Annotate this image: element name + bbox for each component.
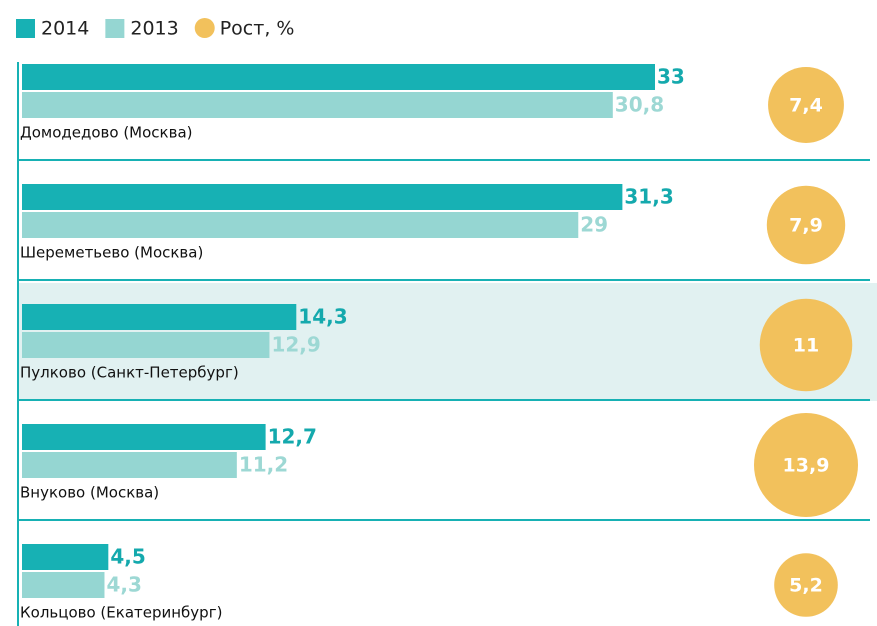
bar (22, 452, 237, 478)
bar (22, 572, 105, 598)
value-label: 4,5 (110, 545, 145, 569)
bubble-label: 13,9 (783, 455, 830, 477)
bubble (774, 553, 838, 617)
category-label: Пулково (Санкт-Петербург) (20, 364, 239, 382)
value-label: 29 (580, 213, 608, 237)
category-label: Внуково (Москва) (20, 484, 159, 502)
legend-label: 2013 (130, 18, 178, 40)
bubble (754, 413, 858, 517)
category-label: Кольцово (Екатеринбург) (20, 604, 222, 622)
value-label: 4,3 (106, 573, 141, 597)
bubble (759, 298, 853, 392)
bubble (768, 67, 844, 143)
bubble-label: 11 (793, 335, 819, 357)
bar (22, 92, 613, 118)
legend-swatch (105, 19, 125, 38)
bar (22, 184, 623, 210)
value-label: 31,3 (624, 185, 673, 209)
legend-swatch (16, 19, 35, 38)
bar (22, 544, 109, 570)
bar (22, 304, 297, 330)
legend-label: Рост, % (220, 18, 295, 40)
category-label: Домодедово (Москва) (20, 124, 193, 142)
value-label: 14,3 (298, 305, 347, 329)
legend-swatch (194, 18, 215, 38)
value-label: 30,8 (615, 93, 664, 117)
value-label: 33 (657, 65, 685, 89)
value-label: 11,2 (239, 453, 288, 477)
bar (22, 424, 266, 450)
bar (22, 332, 270, 358)
bubble (766, 185, 846, 265)
bubble-label: 7,9 (789, 215, 823, 237)
bar (22, 212, 579, 238)
value-label: 12,9 (271, 333, 320, 357)
bar (22, 64, 655, 90)
legend-label: 2014 (41, 18, 89, 40)
value-label: 12,7 (268, 425, 317, 449)
bubble-label: 7,4 (789, 95, 823, 117)
category-label: Шереметьево (Москва) (20, 244, 203, 262)
bubble-label: 5,2 (789, 575, 823, 597)
